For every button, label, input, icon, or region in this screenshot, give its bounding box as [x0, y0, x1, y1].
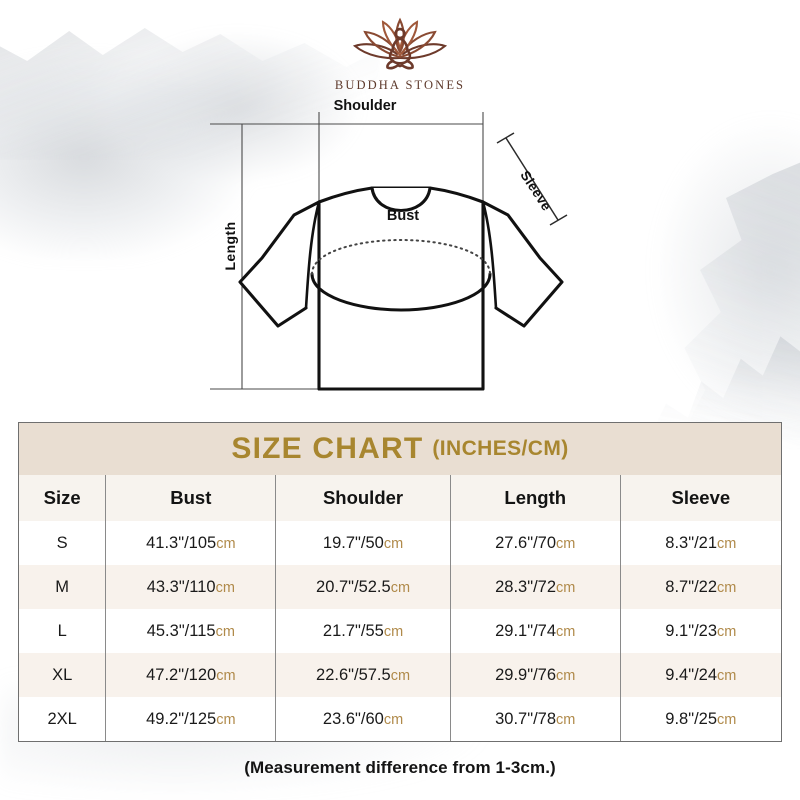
cell-size: XL	[19, 653, 106, 697]
size-chart-title-band: SIZE CHART (INCHES/CM)	[19, 423, 781, 475]
tshirt-outline-icon	[210, 112, 568, 391]
cell-length: 27.6"/70cm	[449, 521, 621, 565]
cell-sleeve: 9.4"/24cm	[619, 653, 781, 697]
cell-sleeve: 8.7"/22cm	[619, 565, 781, 609]
size-value: XL	[52, 665, 73, 684]
cell-sleeve: 9.1"/23cm	[619, 609, 781, 653]
size-value: 2XL	[47, 709, 77, 728]
size-chart-table: Size Bust Shoulder Length Sleeve S 41.3"…	[19, 475, 781, 741]
cell-size: S	[19, 521, 106, 565]
cell-length: 29.1"/74cm	[449, 609, 621, 653]
size-chart-title: SIZE CHART	[231, 432, 424, 465]
table-row: M 43.3"/110cm 20.7"/52.5cm 28.3"/72cm 8.…	[19, 565, 781, 609]
size-chart-card: SIZE CHART (INCHES/CM) Size Bust Shoulde…	[18, 422, 782, 742]
column-header-length: Length	[449, 475, 621, 521]
cell-sleeve: 8.3"/21cm	[619, 521, 781, 565]
table-row: XL 47.2"/120cm 22.6"/57.5cm 29.9"/76cm 9…	[19, 653, 781, 697]
column-header-shoulder: Shoulder	[275, 475, 451, 521]
cell-sleeve: 9.8"/25cm	[619, 697, 781, 741]
cell-shoulder: 22.6"/57.5cm	[275, 653, 451, 697]
mountain-ridge-right	[674, 150, 800, 450]
cell-shoulder: 23.6"/60cm	[275, 697, 451, 741]
brand-header: BUDDHA STONES	[0, 14, 800, 93]
cell-size: 2XL	[19, 697, 106, 741]
cell-length: 29.9"/76cm	[449, 653, 621, 697]
column-header-sleeve: Sleeve	[619, 475, 781, 521]
shoulder-dimension-label: Shoulder	[333, 98, 397, 114]
size-value: S	[56, 533, 68, 552]
brand-name: BUDDHA STONES	[334, 78, 466, 92]
table-header-row: Size Bust Shoulder Length Sleeve	[19, 475, 781, 521]
size-value: L	[57, 621, 67, 640]
size-chart-units: (INCHES/CM)	[432, 437, 569, 460]
cell-shoulder: 20.7"/52.5cm	[275, 565, 451, 609]
cell-bust: 41.3"/105cm	[105, 521, 276, 565]
column-header-bust: Bust	[105, 475, 276, 521]
size-value: M	[55, 577, 70, 596]
cell-size: M	[19, 565, 106, 609]
bust-dimension-label: Bust	[386, 208, 420, 224]
cell-shoulder: 19.7"/50cm	[275, 521, 451, 565]
cell-bust: 45.3"/115cm	[105, 609, 276, 653]
cell-size: L	[19, 609, 106, 653]
cell-bust: 47.2"/120cm	[105, 653, 276, 697]
cell-length: 30.7"/78cm	[449, 697, 621, 741]
measurement-footnote: (Measurement difference from 1-3cm.)	[244, 758, 556, 777]
table-row: S 41.3"/105cm 19.7"/50cm 27.6"/70cm 8.3"…	[19, 521, 781, 565]
cell-bust: 49.2"/125cm	[105, 697, 276, 741]
length-dimension-label: Length	[222, 221, 238, 271]
cell-bust: 43.3"/110cm	[105, 565, 276, 609]
column-header-size: Size	[19, 475, 106, 521]
mountain-ridge-bottom-right	[648, 300, 800, 440]
table-row: 2XL 49.2"/125cm 23.6"/60cm 30.7"/78cm 9.…	[19, 697, 781, 741]
cell-length: 28.3"/72cm	[449, 565, 621, 609]
cell-shoulder: 21.7"/55cm	[275, 609, 451, 653]
lotus-meditation-icon	[352, 17, 448, 70]
table-row: L 45.3"/115cm 21.7"/55cm 29.1"/74cm 9.1"…	[19, 609, 781, 653]
tshirt-measurement-diagram: Shoulder Bust Length Sleeve	[200, 96, 600, 414]
